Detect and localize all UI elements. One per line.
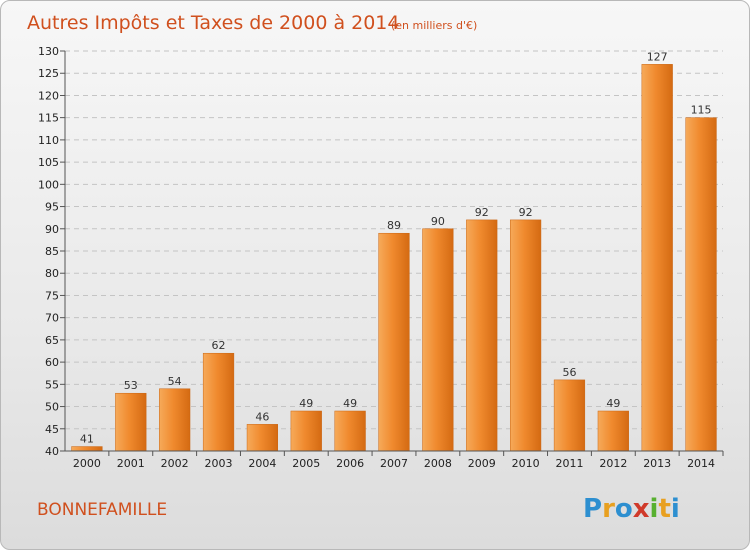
x-tick-label-2001: 2001 — [117, 457, 145, 470]
y-tick-label: 85 — [45, 245, 59, 258]
y-tick-label: 45 — [45, 423, 59, 436]
data-label-2007: 89 — [387, 219, 401, 232]
data-label-2010: 92 — [519, 206, 533, 219]
data-label-2006: 49 — [343, 397, 357, 410]
x-tick-label-2005: 2005 — [292, 457, 320, 470]
bar-2002 — [159, 388, 191, 452]
data-label-2003: 62 — [212, 339, 226, 352]
bar-2012 — [597, 410, 629, 452]
chart-subtitle: (en milliers d'€) — [391, 19, 477, 32]
logo-letter: x — [633, 494, 650, 524]
x-tick-label-2010: 2010 — [512, 457, 540, 470]
bar-2010 — [509, 219, 542, 452]
bar-2008 — [422, 228, 454, 452]
chart-title: Autres Impôts et Taxes de 2000 à 2014 — [27, 12, 400, 34]
logo-letter: i — [671, 494, 680, 524]
bar-2006 — [334, 410, 366, 452]
x-tick-label-2009: 2009 — [468, 457, 496, 470]
y-tick-label: 75 — [45, 289, 59, 302]
y-tick-label: 105 — [38, 156, 59, 169]
data-label-2002: 54 — [168, 375, 182, 388]
y-tick-label: 60 — [45, 356, 59, 369]
y-tick-label: 120 — [38, 89, 59, 102]
bar-2014 — [685, 117, 717, 452]
logo-letter: r — [602, 494, 615, 524]
y-tick-label: 50 — [45, 401, 59, 414]
y-tick-label: 115 — [38, 112, 59, 125]
bar-2000 — [71, 446, 103, 452]
y-tick-label: 65 — [45, 334, 59, 347]
data-label-2001: 53 — [124, 379, 138, 392]
y-tick-label: 80 — [45, 267, 59, 280]
x-tick-label-2003: 2003 — [205, 457, 233, 470]
bars: 41 53 54 62 46 49 49 89 90 92 92 56 49 127 115 — [71, 50, 717, 452]
y-tick-label: 100 — [38, 178, 59, 191]
y-tick-label: 95 — [45, 201, 59, 214]
x-tick-label-2000: 2000 — [73, 457, 101, 470]
data-label-2009: 92 — [475, 206, 489, 219]
x-tick-label-2011: 2011 — [555, 457, 583, 470]
logo-letter: P — [583, 494, 602, 524]
logo-letter: t — [658, 494, 670, 524]
bar-2009 — [466, 219, 498, 452]
data-label-2005: 49 — [299, 397, 313, 410]
x-tick-label-2007: 2007 — [380, 457, 408, 470]
proxiti-logo: Proxiti — [583, 494, 680, 524]
bar-2011 — [553, 379, 586, 452]
x-tick-label-2014: 2014 — [687, 457, 715, 470]
bar-2004 — [246, 424, 279, 452]
y-tick-label: 125 — [38, 67, 59, 80]
y-tick-label: 90 — [45, 223, 59, 236]
y-tick-label: 130 — [38, 45, 59, 58]
data-label-2013: 127 — [647, 50, 668, 63]
data-label-2004: 46 — [255, 410, 269, 423]
x-tick-label-2006: 2006 — [336, 457, 364, 470]
y-tick-label: 70 — [45, 312, 59, 325]
y-tick-label: 110 — [38, 134, 59, 147]
bar-2001 — [115, 392, 147, 452]
data-label-2000: 41 — [80, 433, 94, 446]
data-label-2011: 56 — [562, 366, 576, 379]
logo-letter: i — [650, 494, 659, 524]
logo-letter: o — [615, 494, 633, 524]
bar-2003 — [202, 352, 235, 452]
bar-2005 — [290, 410, 322, 452]
axes: 40 45 50 55 60 65 70 75 80 85 90 95 100 105 110 115 120 1… — [38, 45, 724, 470]
data-label-2008: 90 — [431, 215, 445, 228]
x-tick-label-2008: 2008 — [424, 457, 452, 470]
y-tick-label: 55 — [45, 378, 59, 391]
y-tick-label: 40 — [45, 445, 59, 458]
bar-2013 — [641, 64, 673, 452]
x-tick-label-2013: 2013 — [643, 457, 671, 470]
bar-2007 — [378, 232, 410, 452]
data-label-2014: 115 — [691, 104, 712, 117]
x-tick-label-2012: 2012 — [599, 457, 627, 470]
x-tick-label-2004: 2004 — [248, 457, 276, 470]
x-tick-label-2002: 2002 — [161, 457, 189, 470]
data-label-2012: 49 — [606, 397, 620, 410]
commune-name: BONNEFAMILLE — [37, 500, 167, 520]
